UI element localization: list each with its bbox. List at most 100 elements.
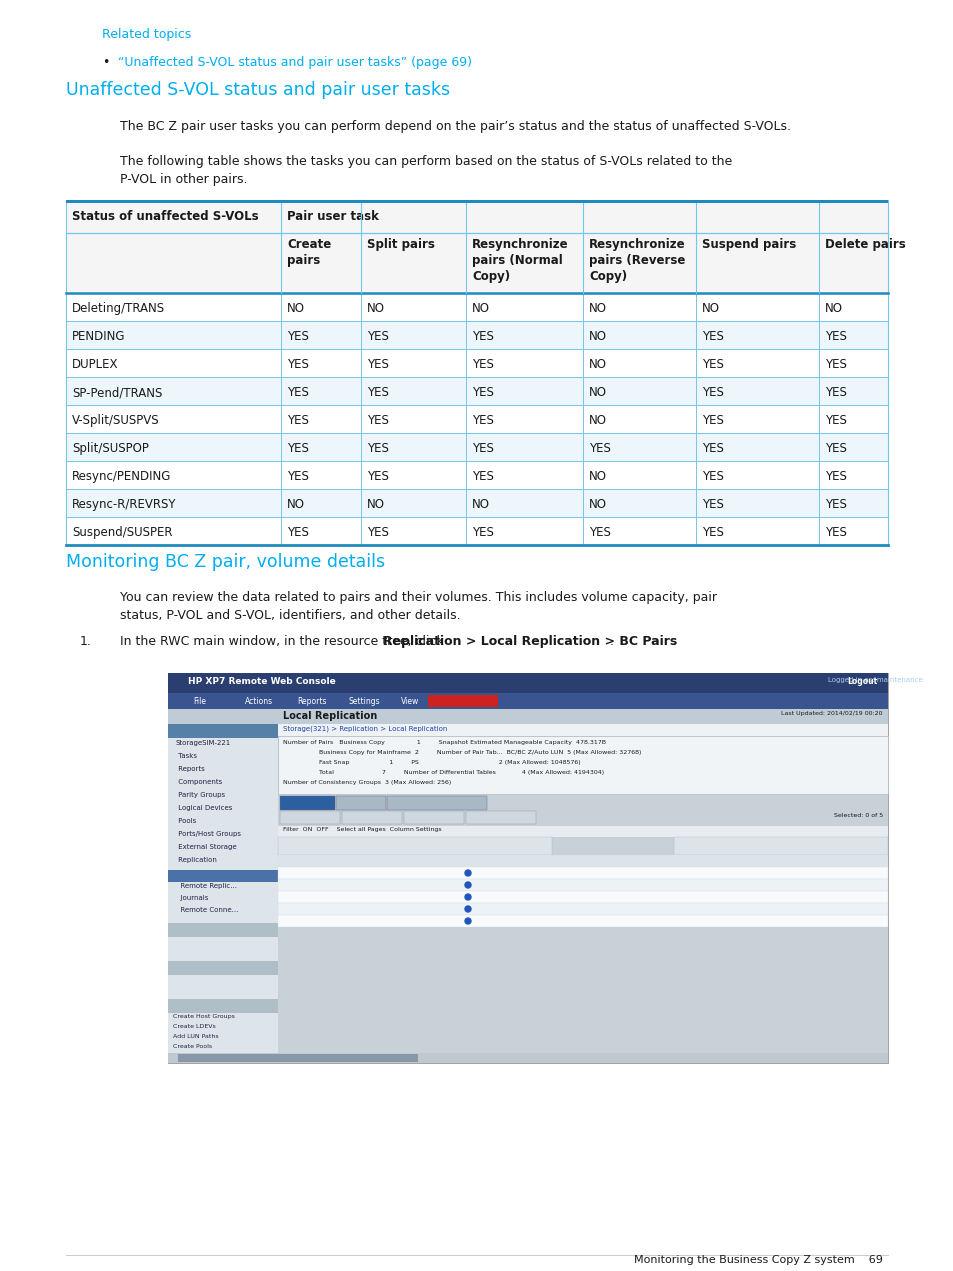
Text: YES: YES <box>588 442 610 455</box>
Bar <box>277 709 887 724</box>
Bar <box>403 811 463 824</box>
Text: YES: YES <box>472 414 494 427</box>
Bar <box>387 796 486 810</box>
Text: Storage(321) > Replication > Local Replication: Storage(321) > Replication > Local Repli… <box>283 726 447 732</box>
Text: YES: YES <box>367 470 389 483</box>
Text: Copy Type: Copy Type <box>474 855 501 860</box>
Text: Logout: Logout <box>847 677 877 686</box>
Text: CL1-A: CL1-A <box>639 881 654 886</box>
Text: Monitoring the Business Copy Z system    69: Monitoring the Business Copy Z system 69 <box>634 1254 882 1265</box>
Text: Components: Components <box>175 779 222 785</box>
Text: YES: YES <box>287 358 309 371</box>
Bar <box>277 736 887 794</box>
Text: YES: YES <box>287 414 309 427</box>
Bar <box>66 433 887 461</box>
Text: YES: YES <box>287 442 309 455</box>
Bar <box>66 200 887 203</box>
Text: HP XP7 Remote Web Console: HP XP7 Remote Web Console <box>188 677 335 686</box>
Text: Create Pools: Create Pools <box>172 1043 212 1049</box>
Text: Status of unaffected S-VOLs: Status of unaffected S-VOLs <box>71 210 258 222</box>
Text: 0: 0 <box>398 869 402 874</box>
Bar <box>277 867 887 880</box>
Text: “Unaffected S-VOL status and pair user tasks” (page 69): “Unaffected S-VOL status and pair user t… <box>118 56 472 69</box>
Text: PAIR: PAIR <box>474 881 485 886</box>
Text: NO: NO <box>588 470 606 483</box>
Text: YES: YES <box>701 498 723 511</box>
Text: Primary Volume: Primary Volume <box>380 839 443 845</box>
Text: DUPLEX: DUPLEX <box>71 358 118 371</box>
Text: NO: NO <box>287 498 305 511</box>
Text: LDEV Name: LDEV Name <box>315 855 348 860</box>
Text: Number of Consistency Groups  3 (Max Allowed: 256): Number of Consistency Groups 3 (Max Allo… <box>283 780 451 785</box>
Bar <box>168 923 277 937</box>
Circle shape <box>464 871 471 876</box>
Text: DUPLEX: DUPLEX <box>474 916 496 921</box>
Bar <box>277 891 887 902</box>
Bar <box>277 855 887 867</box>
Text: Status: Status <box>523 855 541 860</box>
Text: YES: YES <box>824 442 846 455</box>
Text: YES: YES <box>701 470 723 483</box>
Text: Consistency Groups: Consistency Groups <box>397 798 476 805</box>
Text: Analytics: Analytics <box>172 925 213 934</box>
Text: YES: YES <box>367 330 389 343</box>
Bar <box>277 902 887 915</box>
Bar <box>66 489 887 517</box>
Text: YES: YES <box>472 358 494 371</box>
Text: Split Pairs: Split Pairs <box>356 813 387 819</box>
Text: Create LDEVs: Create LDEVs <box>172 1024 215 1030</box>
Bar <box>168 693 887 709</box>
Bar <box>178 1054 417 1063</box>
Text: Remote Conne...: Remote Conne... <box>175 907 238 913</box>
Text: YES: YES <box>287 386 309 399</box>
Text: Reports: Reports <box>296 697 326 705</box>
Text: Parity Groups: Parity Groups <box>175 792 225 798</box>
Text: Suspend pairs: Suspend pairs <box>701 238 796 250</box>
Text: YES: YES <box>472 470 494 483</box>
Text: NO: NO <box>367 302 385 315</box>
Bar <box>168 999 277 1013</box>
Text: YES: YES <box>824 330 846 343</box>
Bar <box>66 203 887 233</box>
Bar <box>66 461 887 489</box>
Circle shape <box>464 906 471 913</box>
Text: Resync-R/REVRSY: Resync-R/REVRSY <box>71 498 176 511</box>
Text: CL1-A: CL1-A <box>315 881 332 886</box>
Text: LUN ID: LUN ID <box>440 855 459 860</box>
Text: YES: YES <box>701 442 723 455</box>
Text: YES: YES <box>472 330 494 343</box>
Text: PENDING: PENDING <box>71 330 126 343</box>
Text: YES: YES <box>472 386 494 399</box>
Text: Storage Systems: Storage Systems <box>172 726 246 735</box>
Bar <box>280 796 335 810</box>
Text: YES: YES <box>701 386 723 399</box>
Text: .: . <box>609 636 613 648</box>
Text: YES: YES <box>701 414 723 427</box>
Bar <box>465 811 536 824</box>
Text: Pair user task: Pair user task <box>287 210 378 222</box>
Text: Settings: Settings <box>349 697 380 705</box>
Text: Local Replication: Local Replication <box>283 710 376 721</box>
Text: NO: NO <box>287 302 305 315</box>
Bar <box>66 517 887 545</box>
Bar <box>277 915 887 927</box>
Text: YES: YES <box>287 470 309 483</box>
Circle shape <box>464 894 471 900</box>
Text: YES: YES <box>824 526 846 539</box>
Text: 1A-000 (00): 1A-000 (00) <box>358 894 392 899</box>
Text: CL1-A: CL1-A <box>315 869 332 874</box>
Bar <box>66 377 887 405</box>
Text: 00:29:03: 00:29:03 <box>588 916 613 921</box>
Text: Remote Replic...: Remote Replic... <box>175 883 236 888</box>
Text: YES: YES <box>701 330 723 343</box>
Text: NO: NO <box>472 498 490 511</box>
Bar <box>168 709 277 1063</box>
Bar <box>280 811 339 824</box>
Text: 00:10:08: 00:10:08 <box>588 881 613 886</box>
Bar <box>674 838 887 855</box>
Text: Journals: Journals <box>175 895 208 901</box>
Text: More Actions: More Actions <box>480 813 520 819</box>
Text: CL1-A: CL1-A <box>639 894 654 899</box>
Text: V-Split/SUSPVS: V-Split/SUSPVS <box>71 414 159 427</box>
Text: YES: YES <box>287 330 309 343</box>
